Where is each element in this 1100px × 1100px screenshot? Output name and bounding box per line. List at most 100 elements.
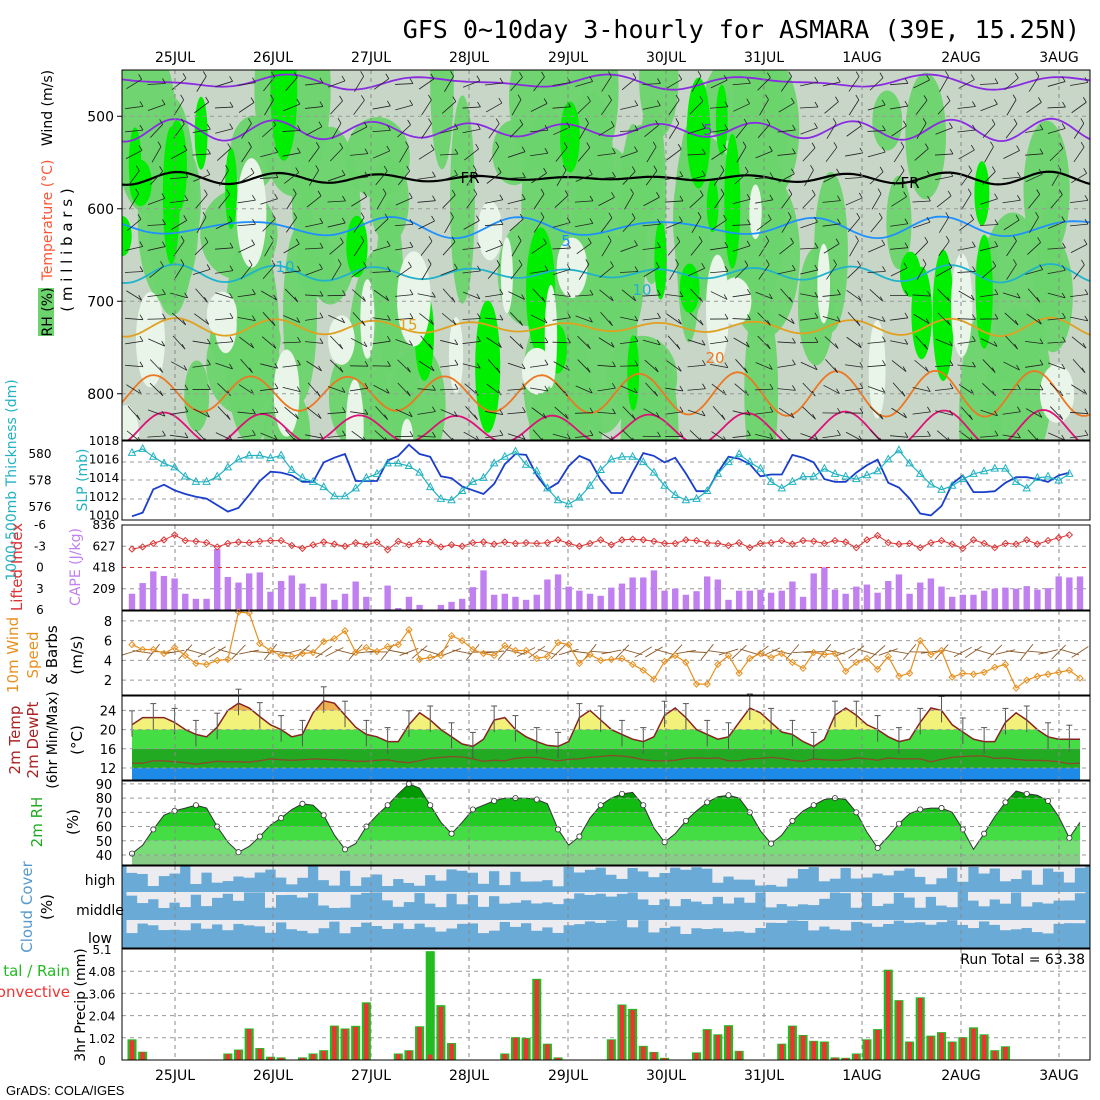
thickness-point <box>958 474 968 483</box>
wind-barb-flag <box>432 406 436 412</box>
wind-barb-flag <box>926 74 930 81</box>
rh-axis-label: RH (%) <box>40 288 56 337</box>
wind-barb-flag <box>679 171 684 177</box>
wind-barb <box>687 175 706 181</box>
temp-tick-label: 24 <box>100 704 117 719</box>
wind-barb-flag <box>652 141 657 148</box>
slp-tick-label: 1016 <box>89 453 120 467</box>
wind-barb-flag <box>747 314 751 320</box>
rh-area-dry <box>706 254 730 364</box>
cloud-gap <box>1074 892 1086 894</box>
wind-barb-flag <box>724 124 729 130</box>
precip-convective-bar <box>854 1054 859 1060</box>
wind-barb-flag <box>227 390 231 396</box>
wind-barb-flag <box>724 362 729 368</box>
wind10-speed-point <box>703 680 711 688</box>
wind-barb-flag <box>362 436 366 440</box>
wind-barb <box>214 341 234 344</box>
wind-barb-flag <box>945 212 950 218</box>
wind-barb-flag <box>834 343 839 349</box>
wind-barb <box>440 268 458 276</box>
wind-barb <box>735 359 748 373</box>
wind10-barb <box>122 648 142 656</box>
wind-barb <box>847 265 861 279</box>
wind-barb-flag <box>337 259 342 265</box>
wind-barb-flag <box>182 319 187 326</box>
rh2m-point <box>917 806 924 813</box>
cloud-gap <box>350 920 362 927</box>
wind-barb-flag <box>1039 359 1044 365</box>
wind-barb-flag <box>879 72 884 78</box>
wind-barb-flag <box>657 78 661 84</box>
cape-bar <box>459 598 466 610</box>
wind-barb <box>509 124 524 138</box>
wind-barb <box>552 317 571 321</box>
wind-barb <box>1002 411 1021 415</box>
cloud-gap <box>211 892 223 898</box>
wind-barb-flag <box>1039 124 1044 130</box>
lifted-index-point <box>128 545 136 553</box>
wind-barb <box>282 364 301 368</box>
cloud-gap <box>648 920 660 933</box>
wind-barb-flag <box>701 170 706 176</box>
wind-barb <box>1025 364 1043 368</box>
wind-barb-flag <box>541 71 545 78</box>
wind-barb <box>462 270 481 274</box>
wind-barb-flag <box>720 188 725 195</box>
cloud-gap <box>478 920 490 934</box>
cape-bar <box>714 579 722 610</box>
wind-barb-flag <box>927 195 931 202</box>
wind-barb <box>260 151 278 158</box>
contour-label: 20 <box>705 349 724 367</box>
cloud-axis-label-2: (%) <box>38 894 56 920</box>
wind-barb-flag <box>814 242 819 249</box>
wind-barb-flag <box>384 213 389 220</box>
wind-barb-flag <box>992 390 996 396</box>
wind10-speed-point <box>905 669 914 677</box>
thickness-point <box>788 476 797 485</box>
cloud-gap <box>882 892 894 904</box>
lifted-index-point <box>256 537 264 545</box>
wind-barb <box>643 196 660 207</box>
wind-barb <box>1047 341 1066 344</box>
wind-barb-flag <box>675 118 680 124</box>
cape-bar <box>1034 589 1041 610</box>
wind-barb <box>937 100 951 115</box>
wind-barb <box>822 200 841 203</box>
wind-barb <box>466 170 477 186</box>
wind-barb <box>1025 340 1043 345</box>
cloud-gap <box>318 920 330 929</box>
wind-barb-flag <box>678 318 682 325</box>
wind-barb <box>126 218 142 232</box>
wind-barb <box>194 101 209 114</box>
cloud-gap <box>659 892 671 900</box>
wind-barb-flag <box>202 71 207 77</box>
cloud-gap <box>648 866 660 878</box>
cape-bar <box>1012 588 1020 610</box>
temp2m-line <box>131 699 1080 748</box>
x-tick-label-top: 27JUL <box>351 50 391 66</box>
lifted-index-point <box>511 539 520 548</box>
wind-barb <box>733 337 750 348</box>
wind-barb-flag <box>476 363 481 369</box>
wind-barb <box>283 243 300 254</box>
cloud-gap <box>509 920 521 927</box>
rh-area-dry <box>500 237 513 314</box>
wind-barb-flag <box>138 74 143 80</box>
wind10-speed-point <box>298 649 307 658</box>
wind-barb-flag <box>386 240 391 247</box>
thickness-point <box>756 463 765 472</box>
wind-barb <box>620 245 638 252</box>
wind-barb-flag <box>657 242 661 248</box>
rh-area-saturated <box>686 77 711 189</box>
wind-barb <box>240 358 253 374</box>
wind-barb <box>485 82 503 86</box>
wind-barb <box>507 151 526 158</box>
wind-barb-flag <box>654 390 658 397</box>
wind-barb <box>1047 128 1066 134</box>
wind-barb <box>621 77 637 91</box>
wind10-speed-point <box>565 640 573 649</box>
wind-barb-flag <box>1039 338 1044 344</box>
wind-barb-flag <box>632 437 635 440</box>
thickness-point <box>649 467 659 476</box>
